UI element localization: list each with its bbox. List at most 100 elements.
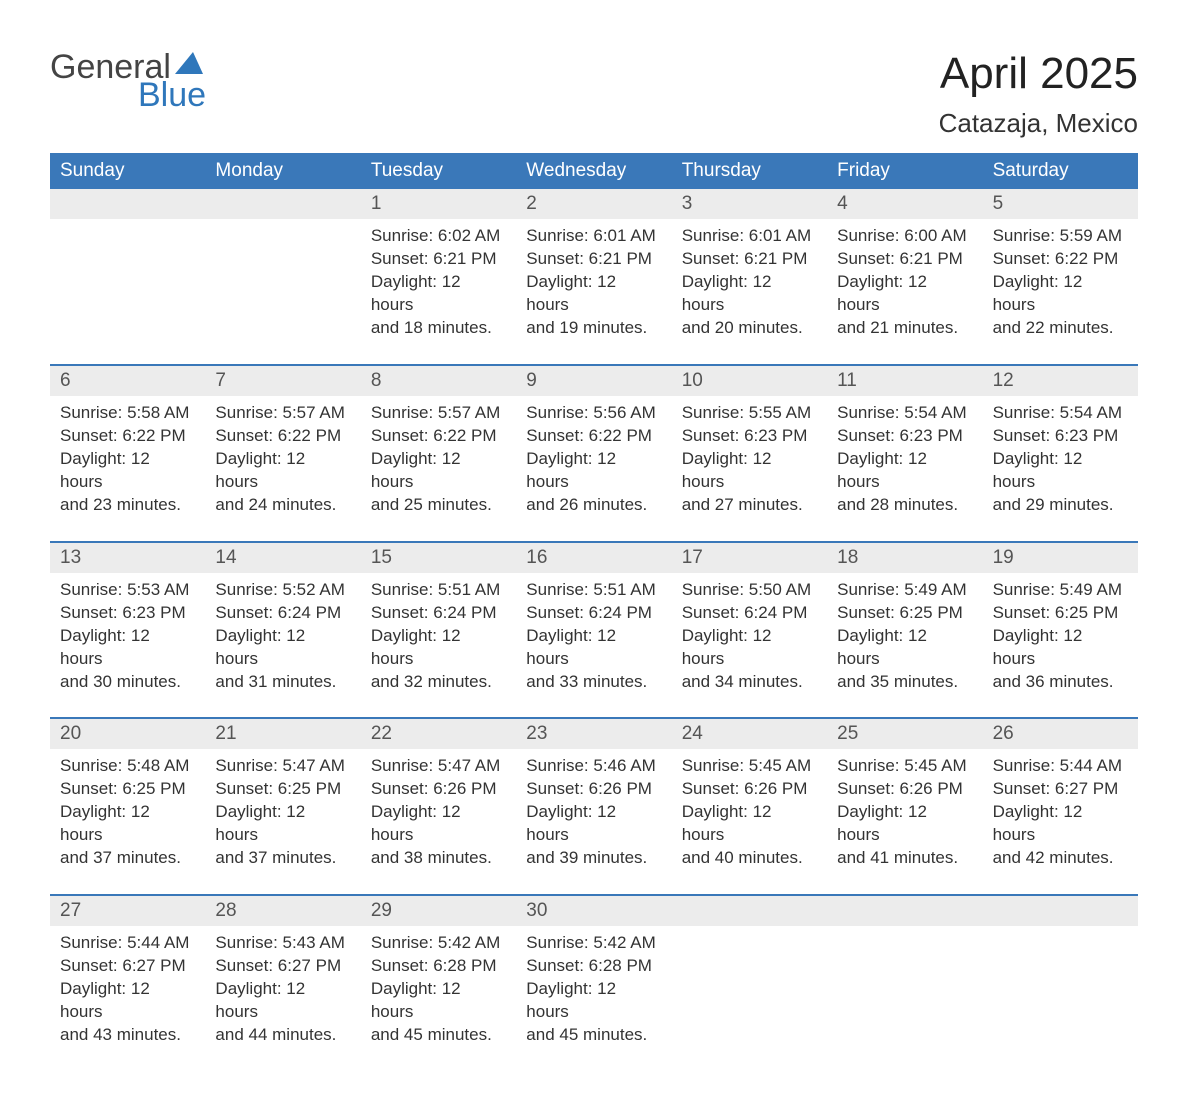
date-number — [983, 896, 1138, 926]
daylight1-text: Daylight: 12 hours — [526, 978, 661, 1024]
sunrise-text: Sunrise: 5:47 AM — [215, 755, 350, 778]
weekday-header: Friday — [827, 153, 982, 189]
daylight1-text: Daylight: 12 hours — [60, 448, 195, 494]
day-detail-cell — [827, 926, 982, 1053]
day-detail-cell: Sunrise: 5:58 AMSunset: 6:22 PMDaylight:… — [50, 396, 205, 523]
daylight2-text: and 29 minutes. — [993, 494, 1128, 517]
daylight2-text: and 23 minutes. — [60, 494, 195, 517]
detail-row: Sunrise: 5:44 AMSunset: 6:27 PMDaylight:… — [50, 926, 1138, 1053]
sunset-text: Sunset: 6:22 PM — [526, 425, 661, 448]
brand-part2: Blue — [138, 78, 206, 112]
date-number: 6 — [50, 366, 205, 396]
day-detail-cell: Sunrise: 5:42 AMSunset: 6:28 PMDaylight:… — [361, 926, 516, 1053]
day-detail-cell: Sunrise: 6:01 AMSunset: 6:21 PMDaylight:… — [672, 219, 827, 346]
day-detail-cell: Sunrise: 5:57 AMSunset: 6:22 PMDaylight:… — [361, 396, 516, 523]
date-number: 19 — [983, 543, 1138, 573]
day-detail-cell — [983, 926, 1138, 1053]
daylight2-text: and 18 minutes. — [371, 317, 506, 340]
date-number: 26 — [983, 719, 1138, 749]
sunrise-text: Sunrise: 5:47 AM — [371, 755, 506, 778]
sunset-text: Sunset: 6:25 PM — [60, 778, 195, 801]
sunset-text: Sunset: 6:24 PM — [215, 602, 350, 625]
daylight1-text: Daylight: 12 hours — [215, 625, 350, 671]
daylight2-text: and 44 minutes. — [215, 1024, 350, 1047]
day-detail-cell: Sunrise: 5:54 AMSunset: 6:23 PMDaylight:… — [827, 396, 982, 523]
daylight2-text: and 41 minutes. — [837, 847, 972, 870]
sunrise-text: Sunrise: 5:53 AM — [60, 579, 195, 602]
day-detail-cell: Sunrise: 5:45 AMSunset: 6:26 PMDaylight:… — [672, 749, 827, 876]
daylight1-text: Daylight: 12 hours — [993, 271, 1128, 317]
daylight1-text: Daylight: 12 hours — [837, 271, 972, 317]
calendar-week: 12345Sunrise: 6:02 AMSunset: 6:21 PMDayl… — [50, 189, 1138, 346]
daylight1-text: Daylight: 12 hours — [993, 801, 1128, 847]
sunset-text: Sunset: 6:23 PM — [993, 425, 1128, 448]
date-number-row: 20212223242526 — [50, 719, 1138, 749]
daylight1-text: Daylight: 12 hours — [682, 625, 817, 671]
sunrise-text: Sunrise: 5:51 AM — [371, 579, 506, 602]
day-detail-cell: Sunrise: 5:43 AMSunset: 6:27 PMDaylight:… — [205, 926, 360, 1053]
detail-row: Sunrise: 5:53 AMSunset: 6:23 PMDaylight:… — [50, 573, 1138, 700]
sunset-text: Sunset: 6:26 PM — [371, 778, 506, 801]
daylight2-text: and 19 minutes. — [526, 317, 661, 340]
detail-row: Sunrise: 5:48 AMSunset: 6:25 PMDaylight:… — [50, 749, 1138, 876]
sunset-text: Sunset: 6:25 PM — [215, 778, 350, 801]
sunset-text: Sunset: 6:28 PM — [371, 955, 506, 978]
daylight2-text: and 34 minutes. — [682, 671, 817, 694]
date-number — [672, 896, 827, 926]
sunset-text: Sunset: 6:25 PM — [993, 602, 1128, 625]
sunrise-text: Sunrise: 5:58 AM — [60, 402, 195, 425]
date-number: 27 — [50, 896, 205, 926]
daylight1-text: Daylight: 12 hours — [215, 448, 350, 494]
sunset-text: Sunset: 6:26 PM — [526, 778, 661, 801]
sunset-text: Sunset: 6:21 PM — [837, 248, 972, 271]
weekday-header: Wednesday — [516, 153, 671, 189]
date-number: 12 — [983, 366, 1138, 396]
daylight2-text: and 37 minutes. — [60, 847, 195, 870]
day-detail-cell — [672, 926, 827, 1053]
daylight1-text: Daylight: 12 hours — [60, 625, 195, 671]
daylight2-text: and 45 minutes. — [526, 1024, 661, 1047]
date-number: 21 — [205, 719, 360, 749]
date-number: 11 — [827, 366, 982, 396]
date-number: 20 — [50, 719, 205, 749]
daylight2-text: and 27 minutes. — [682, 494, 817, 517]
daylight2-text: and 20 minutes. — [682, 317, 817, 340]
date-number-row: 12345 — [50, 189, 1138, 219]
sunset-text: Sunset: 6:21 PM — [682, 248, 817, 271]
sunrise-text: Sunrise: 5:56 AM — [526, 402, 661, 425]
sunset-text: Sunset: 6:23 PM — [60, 602, 195, 625]
day-detail-cell: Sunrise: 5:55 AMSunset: 6:23 PMDaylight:… — [672, 396, 827, 523]
sunrise-text: Sunrise: 5:49 AM — [837, 579, 972, 602]
date-number: 13 — [50, 543, 205, 573]
sunset-text: Sunset: 6:24 PM — [526, 602, 661, 625]
date-number: 4 — [827, 189, 982, 219]
sunset-text: Sunset: 6:25 PM — [837, 602, 972, 625]
daylight2-text: and 28 minutes. — [837, 494, 972, 517]
date-number: 28 — [205, 896, 360, 926]
brand-sail-icon — [175, 52, 203, 78]
daylight1-text: Daylight: 12 hours — [837, 448, 972, 494]
weekday-header: Thursday — [672, 153, 827, 189]
detail-row: Sunrise: 6:02 AMSunset: 6:21 PMDaylight:… — [50, 219, 1138, 346]
daylight1-text: Daylight: 12 hours — [371, 625, 506, 671]
day-detail-cell: Sunrise: 5:47 AMSunset: 6:26 PMDaylight:… — [361, 749, 516, 876]
day-detail-cell: Sunrise: 5:52 AMSunset: 6:24 PMDaylight:… — [205, 573, 360, 700]
date-number: 14 — [205, 543, 360, 573]
sunrise-text: Sunrise: 5:54 AM — [837, 402, 972, 425]
date-number: 9 — [516, 366, 671, 396]
sunrise-text: Sunrise: 5:42 AM — [526, 932, 661, 955]
daylight2-text: and 24 minutes. — [215, 494, 350, 517]
date-number: 15 — [361, 543, 516, 573]
daylight2-text: and 37 minutes. — [215, 847, 350, 870]
day-detail-cell: Sunrise: 5:54 AMSunset: 6:23 PMDaylight:… — [983, 396, 1138, 523]
sunrise-text: Sunrise: 5:59 AM — [993, 225, 1128, 248]
sunrise-text: Sunrise: 5:57 AM — [371, 402, 506, 425]
sunset-text: Sunset: 6:22 PM — [215, 425, 350, 448]
daylight1-text: Daylight: 12 hours — [993, 625, 1128, 671]
daylight2-text: and 22 minutes. — [993, 317, 1128, 340]
day-detail-cell: Sunrise: 5:45 AMSunset: 6:26 PMDaylight:… — [827, 749, 982, 876]
date-number: 22 — [361, 719, 516, 749]
daylight1-text: Daylight: 12 hours — [371, 801, 506, 847]
calendar-week: 6789101112Sunrise: 5:58 AMSunset: 6:22 P… — [50, 364, 1138, 523]
sunset-text: Sunset: 6:28 PM — [526, 955, 661, 978]
